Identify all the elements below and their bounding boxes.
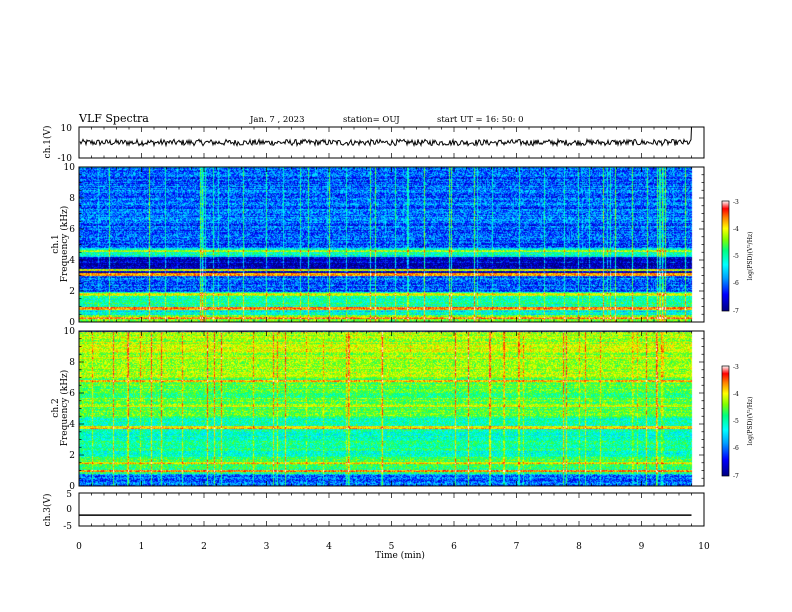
ch1-spectrogram-panel: 0 2 4 6 8 10 ch.1 Frequency (kHz) -3 -4 -5 -6…: [51, 163, 754, 328]
x-tick-8: 8: [576, 542, 582, 552]
ch2-cb-tick-m6: -6: [733, 445, 739, 452]
x-tick-4: 4: [326, 542, 332, 552]
spec1-ytick-label: 8: [69, 194, 75, 204]
x-tick-0: 0: [76, 542, 82, 552]
ch3-waveform-frame: [78, 492, 705, 527]
ch1-waveform-panel: 10 -10 ch.1(V): [42, 124, 705, 164]
spec2-ytick-label: 10: [64, 327, 76, 337]
ch2-colorbar: [721, 365, 730, 477]
spec1-ytick-label: 6: [69, 225, 75, 235]
spec1-ytick-label: 4: [69, 256, 75, 266]
ch2-channel-label: ch.2: [51, 398, 61, 417]
start-time-label: start UT = 16: 50: 0: [437, 115, 524, 125]
spec2-ytick-label: 6: [69, 389, 75, 399]
ch2-cb-tick-m3: -3: [733, 364, 739, 371]
ch1-spectrogram-image: [79, 167, 704, 322]
spec2-ytick-label: 4: [69, 420, 75, 430]
ch3-waveform-panel: 5 0 -5 ch.3(V): [42, 490, 705, 532]
ch2-cb-tick-m5: -5: [733, 418, 739, 425]
ch2-frequency-ylabel: Frequency (kHz): [59, 370, 70, 447]
x-tick-1: 1: [139, 542, 145, 552]
station-label: station= OUJ: [343, 115, 400, 125]
ch1-cb-tick-m5: -5: [733, 253, 739, 260]
spec1-ytick-label: 2: [69, 287, 75, 297]
x-tick-2: 2: [201, 542, 207, 552]
ch1-ytick-bottom: -10: [58, 154, 73, 164]
date-label: Jan. 7 , 2023: [249, 115, 305, 125]
spec1-ytick-label: 10: [64, 163, 76, 173]
ch1-colorbar-label: log(PSD)(V²/Hz): [747, 232, 754, 281]
x-axis-label: Time (min): [375, 550, 425, 561]
spec1-ytick-label: 0: [69, 318, 75, 328]
ch1-waveform-line: [79, 126, 692, 148]
ch3-ytick-5: 5: [66, 490, 72, 500]
x-tick-6: 6: [451, 542, 457, 552]
ch2-spectrogram-panel: 0 2 4 6 8 10 ch.2 Frequency (kHz) -3 -4 -5 -6…: [51, 327, 754, 492]
x-tick-3: 3: [264, 542, 270, 552]
ch3-ytick-0: 0: [66, 505, 72, 515]
ch3-ytick-m5: -5: [63, 522, 72, 532]
x-axis: 0 1 2 3 4 5 6 7 8 9 10 Time (min): [76, 542, 710, 561]
ch1-cb-tick-m3: -3: [733, 199, 739, 206]
x-tick-9: 9: [639, 542, 645, 552]
x-tick-5: 5: [389, 542, 395, 552]
ch2-colorbar-label: log(PSD)(V²/Hz): [747, 397, 754, 446]
ch1-channel-label: ch.1: [51, 234, 61, 253]
ch2-cb-tick-m7: -7: [733, 473, 739, 480]
ch1-cb-tick-m4: -4: [733, 226, 739, 233]
ch2-spectrogram-image: [79, 331, 704, 486]
x-tick-7: 7: [514, 542, 520, 552]
ch1-frequency-ylabel: Frequency (kHz): [59, 206, 70, 283]
ch1-cb-tick-m7: -7: [733, 308, 739, 315]
ch1-ytick-top: 10: [61, 124, 73, 134]
spec2-ytick-label: 0: [69, 482, 75, 492]
figure-title: VLF Spectra: [78, 112, 149, 125]
ch3-waveform-ylabel: ch.3(V): [42, 494, 53, 527]
ch1-waveform-ylabel: ch.1(V): [42, 126, 53, 159]
x-tick-10: 10: [698, 542, 710, 552]
ch1-cb-tick-m6: -6: [733, 280, 739, 287]
spec2-ytick-label: 8: [69, 358, 75, 368]
ch1-colorbar: [721, 200, 730, 312]
ch2-cb-tick-m4: -4: [733, 391, 739, 398]
spec2-ytick-label: 2: [69, 451, 75, 461]
